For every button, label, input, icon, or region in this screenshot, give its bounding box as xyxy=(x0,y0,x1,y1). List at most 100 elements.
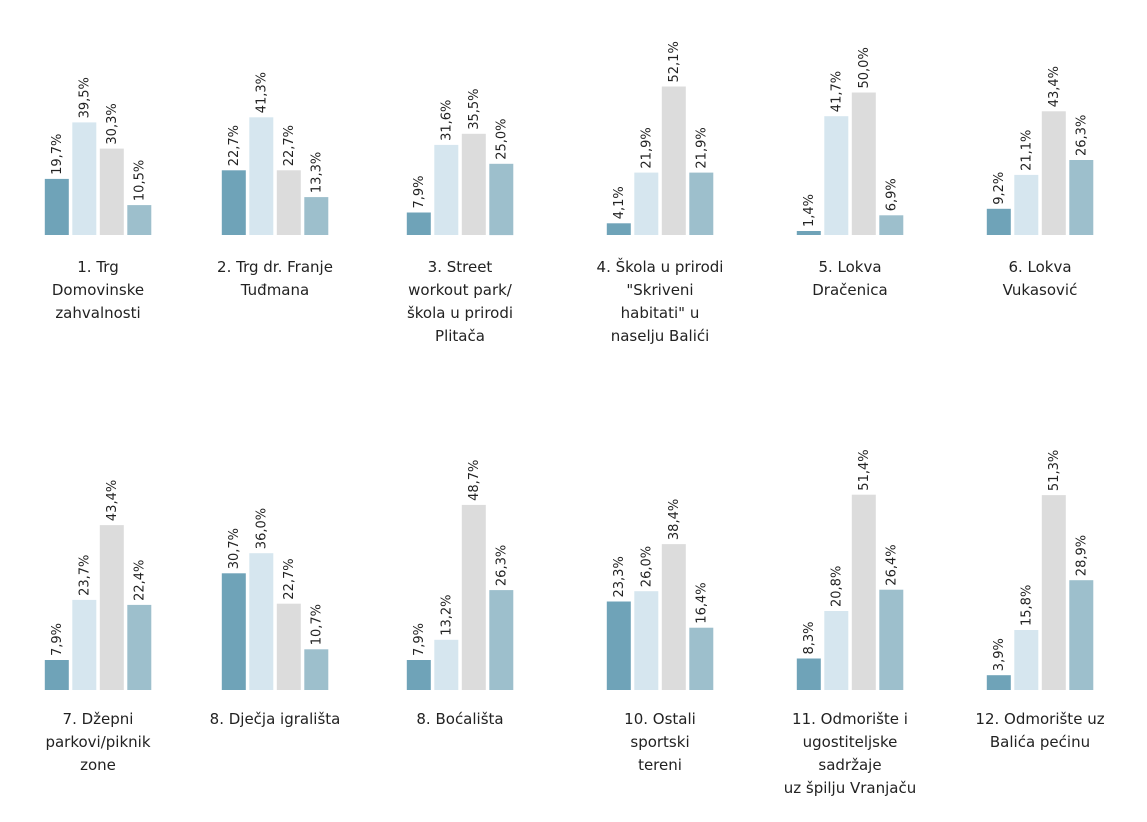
subplot-11: 8,3% 20,8% 51,4% 26,4% 11. Odmorište i ugosti… xyxy=(784,449,917,797)
subplot-title-line: 4. Škola u prirodi xyxy=(597,257,724,276)
bar-2-2 xyxy=(249,117,274,235)
bar-6-2 xyxy=(1014,174,1039,235)
bar-3-2 xyxy=(434,144,459,235)
data-label-9-3: 48,7% xyxy=(467,460,482,501)
subplot-6: 9,2% 21,1% 43,4% 26,3% 6. Lokva Vukasović xyxy=(986,66,1094,299)
data-label-6-1: 9,2% xyxy=(992,172,1007,205)
data-label-2-2: 41,3% xyxy=(254,72,269,113)
data-label-10-1: 23,3% xyxy=(612,556,627,597)
subplot-title-line: zone xyxy=(80,756,116,774)
subplot-title-line: workout park/ xyxy=(408,281,513,299)
bar-11-4 xyxy=(879,589,904,690)
data-label-2-3: 22,7% xyxy=(282,125,297,166)
bar-5-2 xyxy=(824,116,849,235)
subplot-title-line: sadržaje xyxy=(818,756,881,774)
data-label-6-4: 26,3% xyxy=(1074,115,1089,156)
bar-10-1 xyxy=(606,601,631,690)
data-label-12-4: 28,9% xyxy=(1074,535,1089,576)
bar-7-3 xyxy=(99,525,124,690)
subplot-title-line: 1. Trg xyxy=(77,258,118,276)
data-label-10-4: 16,4% xyxy=(694,582,709,623)
data-label-10-2: 26,0% xyxy=(639,546,654,587)
subplot-title-line: ugostiteljske xyxy=(803,733,898,751)
data-label-1-4: 10,5% xyxy=(132,160,147,201)
bar-7-1 xyxy=(44,660,69,690)
data-label-8-2: 36,0% xyxy=(254,508,269,549)
data-label-7-3: 43,4% xyxy=(105,480,120,521)
subplot-title-line: 11. Odmorište i xyxy=(792,710,908,728)
subplot-title-line: 10. Ostali xyxy=(624,710,696,728)
bar-5-4 xyxy=(879,215,904,235)
bar-4-4 xyxy=(689,172,714,235)
bar-7-2 xyxy=(72,599,97,690)
bar-3-1 xyxy=(406,212,431,235)
data-label-3-3: 35,5% xyxy=(467,88,482,129)
data-label-3-1: 7,9% xyxy=(412,175,427,208)
data-label-1-2: 39,5% xyxy=(77,77,92,118)
bar-2-4 xyxy=(304,197,329,235)
subplot-1: 19,7% 39,5% 30,3% 10,5% 1. Trg Domovinske zahv… xyxy=(44,77,152,322)
bar-6-1 xyxy=(986,208,1011,235)
subplot-title-line: parkovi/piknik xyxy=(45,733,150,751)
bar-6-3 xyxy=(1041,111,1066,235)
subplot-title-line: Balića pećinu xyxy=(990,733,1090,751)
subplot-title-line: Vukasović xyxy=(1003,281,1078,299)
bar-9-4 xyxy=(489,590,514,690)
bar-9-1 xyxy=(406,660,431,690)
bar-2-3 xyxy=(276,170,301,235)
bar-6-4 xyxy=(1069,160,1094,235)
subplot-title-line: 6. Lokva xyxy=(1008,258,1071,276)
data-label-5-3: 50,0% xyxy=(857,47,872,88)
bar-7-4 xyxy=(127,604,152,690)
data-label-6-3: 43,4% xyxy=(1047,66,1062,107)
subplot-title-line: 12. Odmorište uz xyxy=(975,710,1104,728)
subplot-12: 3,9% 15,8% 51,3% 28,9% 12. Odmorište uz Balić… xyxy=(975,450,1104,751)
bar-4-3 xyxy=(661,86,686,235)
data-label-4-2: 21,9% xyxy=(639,127,654,168)
bar-1-4 xyxy=(127,205,152,235)
data-label-6-2: 21,1% xyxy=(1019,130,1034,171)
subplot-title-line: zahvalnosti xyxy=(55,304,140,322)
bar-3-3 xyxy=(461,133,486,235)
subplot-title-line: naselju Balići xyxy=(611,327,710,345)
data-label-7-1: 7,9% xyxy=(50,623,65,656)
data-label-4-1: 4,1% xyxy=(612,186,627,219)
bar-10-3 xyxy=(661,544,686,690)
bar-1-3 xyxy=(99,148,124,235)
data-label-3-2: 31,6% xyxy=(439,100,454,141)
subplot-title-line: Plitača xyxy=(435,327,485,345)
subplot-title-line: sportski xyxy=(630,733,689,751)
subplot-title-line: Domovinske xyxy=(52,281,144,299)
data-label-8-4: 10,7% xyxy=(309,604,324,645)
data-label-11-3: 51,4% xyxy=(857,449,872,490)
subplot-9: 7,9% 13,2% 48,7% 26,3% 8. Boćališta xyxy=(406,460,514,728)
bar-11-3 xyxy=(851,494,876,690)
bar-4-2 xyxy=(634,172,659,235)
data-label-1-1: 19,7% xyxy=(50,134,65,175)
subplot-title-line: uz špilju Vranjaču xyxy=(784,779,917,797)
bar-8-2 xyxy=(249,553,274,690)
data-label-2-1: 22,7% xyxy=(227,125,242,166)
subplot-title-line: "Skriveni xyxy=(626,281,693,299)
bar-4-1 xyxy=(606,223,631,235)
data-label-5-2: 41,7% xyxy=(829,71,844,112)
bar-2-1 xyxy=(221,170,246,235)
data-label-1-3: 30,3% xyxy=(105,103,120,144)
data-label-12-1: 3,9% xyxy=(992,638,1007,671)
subplot-title-line: habitati" u xyxy=(621,304,700,322)
subplot-4: 4,1% 21,9% 52,1% 21,9% 4. Škola u prirodi "Sk… xyxy=(597,41,724,345)
bar-5-1 xyxy=(796,231,821,235)
data-label-4-3: 52,1% xyxy=(667,41,682,82)
subplot-title-line: Tuđmana xyxy=(240,281,309,299)
data-label-11-4: 26,4% xyxy=(884,544,899,585)
subplot-7: 7,9% 23,7% 43,4% 22,4% 7. Džepni parkovi/pikn… xyxy=(44,480,152,774)
data-label-9-2: 13,2% xyxy=(439,594,454,635)
bar-10-2 xyxy=(634,591,659,690)
bar-5-3 xyxy=(851,92,876,235)
data-label-8-1: 30,7% xyxy=(227,528,242,569)
bar-3-4 xyxy=(489,163,514,236)
subplot-2: 22,7% 41,3% 22,7% 13,3% 2. Trg dr. Franje Tuđ… xyxy=(217,72,333,299)
subplot-title-line: 8. Boćališta xyxy=(416,710,503,728)
